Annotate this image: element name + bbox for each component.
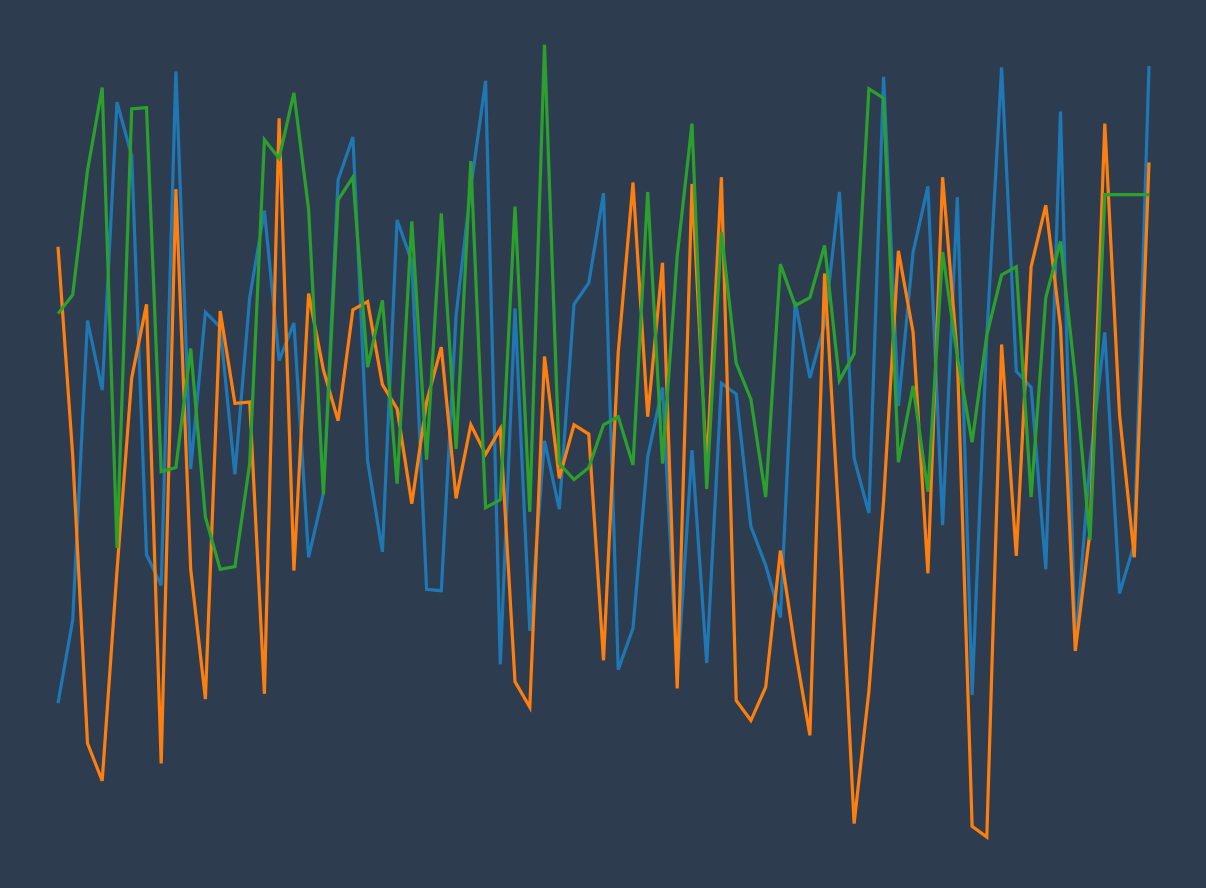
series-line-3: [56, 44, 1149, 572]
series-line-1: [56, 66, 1151, 704]
series-layer: [56, 44, 1151, 841]
series-line-2: [56, 118, 1151, 841]
